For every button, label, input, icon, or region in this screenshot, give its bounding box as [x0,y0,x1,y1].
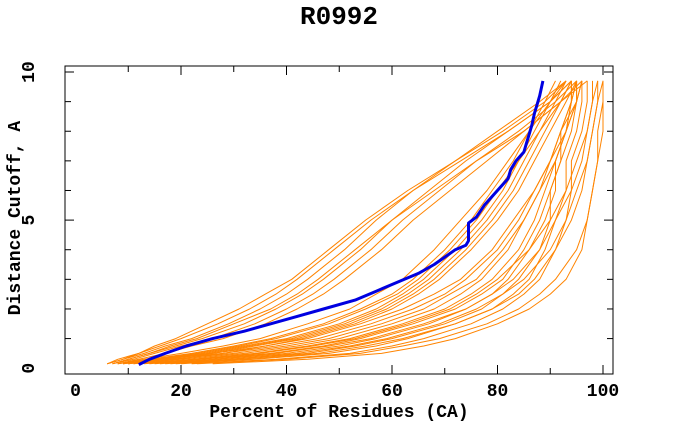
x-tick-label-40: 40 [276,382,298,402]
y-tick-label-10: 10 [20,61,40,83]
highlight-curve-highlighted-model [138,80,545,366]
model-curve-model-21 [122,80,572,365]
model-curve-model-24 [112,80,572,365]
model-curve-model-26 [112,80,577,365]
y-tick-label-0: 0 [20,363,40,374]
chart-title: R0992 [300,2,378,32]
model-curve-model-16 [165,80,604,365]
model-curve-model-01 [191,80,588,365]
model-curve-model-09 [122,80,572,365]
model-curve-model-12 [196,80,604,365]
model-curve-model-15 [144,80,599,365]
model-curve-model-23 [128,80,572,365]
model-curve-model-27 [107,80,572,365]
x-axis-label: Percent of Residues (CA) [209,403,468,423]
model-curve-model-10 [117,80,583,365]
x-tick-label-60: 60 [381,382,403,402]
x-tick-label-80: 80 [487,382,509,402]
x-tick-label-100: 100 [587,382,619,402]
y-tick-label-5: 5 [20,215,40,226]
model-curve-model-30 [112,80,588,365]
model-curve-model-19 [117,80,567,365]
model-curve-model-11 [212,80,604,365]
model-curve-model-25 [107,80,567,365]
axis-tick-labels: 0 20 40 60 80 100 0 5 10 [20,61,619,402]
model-curve-model-20 [133,80,567,365]
model-curve-model-03 [170,80,583,365]
model-curves [107,80,604,366]
axis-ticks [65,66,613,374]
model-curve-model-08 [128,80,578,365]
x-tick-label-20: 20 [170,382,192,402]
y-axis-label: Distance Cutoff, A [6,121,26,316]
model-curve-model-29 [107,80,567,365]
model-curve-model-02 [180,80,583,365]
x-tick-label-0: 0 [70,382,81,402]
model-curve-model-22 [138,80,578,365]
model-curve-model-18 [122,80,556,365]
model-curve-model-14 [154,80,593,365]
